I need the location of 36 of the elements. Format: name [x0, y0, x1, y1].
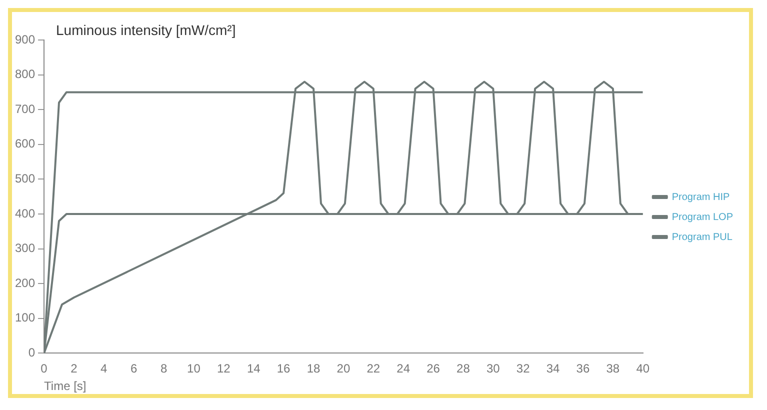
y-axis-title: Luminous intensity [mW/cm²]	[56, 22, 236, 38]
x-tick-label: 2	[70, 362, 78, 376]
x-tick-label: 36	[576, 362, 590, 376]
legend-label: Program HIP	[672, 192, 730, 203]
x-tick-label: 22	[366, 362, 380, 376]
legend-label: Program LOP	[672, 212, 734, 223]
x-tick-label: 30	[486, 362, 500, 376]
x-tick-label: 4	[100, 362, 108, 376]
x-tick-label: 38	[606, 362, 620, 376]
y-tick-label: 600	[14, 136, 36, 151]
y-tick-label: 900	[14, 32, 36, 46]
y-tick-label: 500	[14, 172, 36, 186]
legend-label: Program PUL	[672, 232, 733, 243]
x-tick-label: 16	[276, 362, 291, 376]
x-tick-label: 28	[456, 362, 470, 376]
y-tick-label: 700	[14, 102, 36, 116]
x-tick-label: 12	[216, 362, 231, 376]
x-tick-label: 24	[396, 362, 410, 376]
x-tick-label: 10	[187, 362, 201, 376]
x-tick-label: 40	[636, 362, 650, 376]
y-tick-label: 300	[14, 241, 36, 256]
y-tick-label: 100	[14, 310, 36, 325]
x-tick-label: 20	[336, 362, 350, 376]
x-axis-title: Time [s]	[44, 379, 86, 394]
y-tick-label: 200	[14, 276, 36, 290]
x-tick-label: 18	[306, 362, 320, 376]
x-tick-label: 32	[516, 362, 530, 376]
x-tick-label: 8	[160, 362, 168, 376]
x-tick-label: 6	[130, 362, 138, 376]
x-tick-label: 34	[546, 362, 560, 376]
x-tick-label: 14	[246, 362, 261, 376]
x-tick-label: 0	[40, 362, 48, 376]
x-tick-label: 26	[426, 362, 440, 376]
y-tick-label: 400	[14, 206, 36, 220]
y-tick-label: 0	[28, 346, 36, 360]
y-tick-label: 800	[14, 67, 36, 82]
